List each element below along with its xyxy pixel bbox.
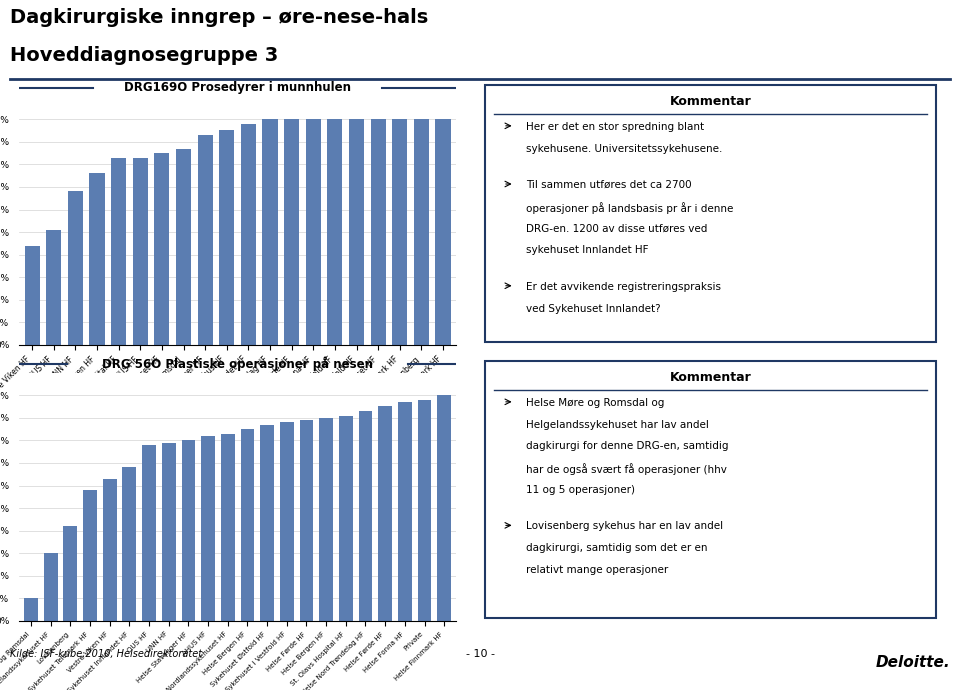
- Bar: [349, 119, 364, 345]
- Bar: [438, 395, 451, 621]
- Text: dagkirurgi, samtidig som det er en: dagkirurgi, samtidig som det er en: [526, 543, 708, 553]
- Text: Lovisenberg sykehus har en lav andel: Lovisenberg sykehus har en lav andel: [526, 522, 723, 531]
- Text: dagkirurgi for denne DRG-en, samtidig: dagkirurgi for denne DRG-en, samtidig: [526, 442, 729, 451]
- Text: operasjoner på landsbasis pr år i denne: operasjoner på landsbasis pr år i denne: [526, 201, 733, 214]
- Bar: [284, 119, 300, 345]
- Text: Helgelandssykehuset har lav andel: Helgelandssykehuset har lav andel: [526, 420, 708, 430]
- Text: Kommentar: Kommentar: [669, 371, 752, 384]
- Text: Her er det en stor spredning blant: Her er det en stor spredning blant: [526, 122, 705, 132]
- Bar: [241, 429, 254, 621]
- Bar: [63, 526, 77, 621]
- Bar: [398, 402, 412, 621]
- Bar: [418, 400, 431, 621]
- Bar: [260, 424, 274, 621]
- Bar: [132, 157, 148, 345]
- Bar: [221, 433, 234, 621]
- Bar: [111, 157, 126, 345]
- Bar: [25, 246, 39, 345]
- Bar: [359, 411, 372, 621]
- Bar: [46, 230, 61, 345]
- Text: Til sammen utføres det ca 2700: Til sammen utføres det ca 2700: [526, 180, 692, 190]
- Bar: [241, 124, 256, 345]
- Text: sykehusene. Universitetssykehusene.: sykehusene. Universitetssykehusene.: [526, 144, 723, 154]
- Text: Helse Møre og Romsdal og: Helse Møre og Romsdal og: [526, 398, 664, 408]
- Bar: [280, 422, 294, 621]
- Text: DRG 56O Plastiske operasjoner på nesen: DRG 56O Plastiske operasjoner på nesen: [102, 356, 373, 371]
- Bar: [378, 406, 392, 621]
- Bar: [24, 598, 37, 621]
- Bar: [202, 436, 215, 621]
- Bar: [393, 119, 407, 345]
- FancyBboxPatch shape: [485, 85, 936, 342]
- Text: Er det avvikende registreringspraksis: Er det avvikende registreringspraksis: [526, 282, 721, 292]
- Text: Kilde: ISF-kube,2010, Helsedirektoratet: Kilde: ISF-kube,2010, Helsedirektoratet: [10, 649, 202, 658]
- Bar: [89, 173, 105, 345]
- Bar: [327, 119, 343, 345]
- Bar: [162, 442, 176, 621]
- Bar: [436, 119, 450, 345]
- Bar: [198, 135, 213, 345]
- Bar: [371, 119, 386, 345]
- Text: 11 og 5 operasjoner): 11 og 5 operasjoner): [526, 485, 636, 495]
- Bar: [320, 417, 333, 621]
- Text: Deloitte.: Deloitte.: [876, 655, 950, 670]
- Bar: [123, 467, 136, 621]
- Text: sykehuset Innlandet HF: sykehuset Innlandet HF: [526, 246, 649, 255]
- Bar: [176, 148, 191, 345]
- Text: ved Sykehuset Innlandet?: ved Sykehuset Innlandet?: [526, 304, 660, 313]
- Bar: [103, 479, 116, 621]
- Bar: [68, 191, 83, 345]
- Text: DRG-en. 1200 av disse utføres ved: DRG-en. 1200 av disse utføres ved: [526, 224, 708, 234]
- Text: Dagkirurgiske inngrep – øre-nese-hals: Dagkirurgiske inngrep – øre-nese-hals: [10, 8, 428, 28]
- Bar: [300, 420, 313, 621]
- Text: - 10 -: - 10 -: [466, 649, 494, 658]
- Bar: [262, 119, 277, 345]
- Text: Kommentar: Kommentar: [669, 95, 752, 108]
- Text: relativt mange operasjoner: relativt mange operasjoner: [526, 565, 668, 575]
- Bar: [305, 119, 321, 345]
- Text: DRG169O Prosedyrer i munnhulen: DRG169O Prosedyrer i munnhulen: [124, 81, 351, 94]
- Text: Hoveddiagnosegruppe 3: Hoveddiagnosegruppe 3: [10, 46, 277, 65]
- Text: har de også svært få operasjoner (hhv: har de også svært få operasjoner (hhv: [526, 463, 727, 475]
- Bar: [219, 130, 234, 345]
- Bar: [44, 553, 58, 621]
- Bar: [142, 445, 156, 621]
- Bar: [155, 153, 170, 345]
- Bar: [339, 415, 352, 621]
- FancyBboxPatch shape: [485, 361, 936, 618]
- Bar: [84, 490, 97, 621]
- Bar: [414, 119, 429, 345]
- Bar: [181, 440, 195, 621]
